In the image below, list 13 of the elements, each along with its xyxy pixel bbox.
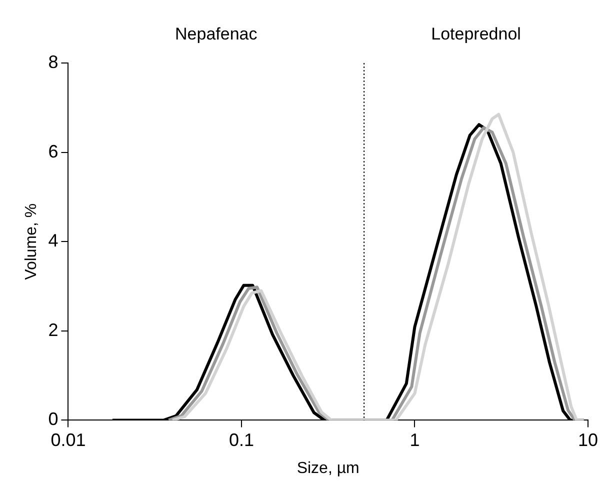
y-axis-title: Volume, % [23,203,40,280]
text: Nepafenac [175,24,258,44]
y-tick-label: 4 [48,230,58,251]
y-tick-label: 0 [48,409,58,430]
text: Loteprednol [431,24,521,44]
x-tick-label: 0.1 [228,430,254,450]
x-axis-title: Size, µm [296,460,360,477]
x-tick-label: 0.01 [50,430,86,450]
x-tick-label: 1 [410,430,420,450]
y-tick-label: 8 [48,52,58,72]
y-tick-label: 2 [48,320,58,340]
x-tick-label: 10 [578,430,598,450]
y-tick-label: 6 [48,141,58,162]
